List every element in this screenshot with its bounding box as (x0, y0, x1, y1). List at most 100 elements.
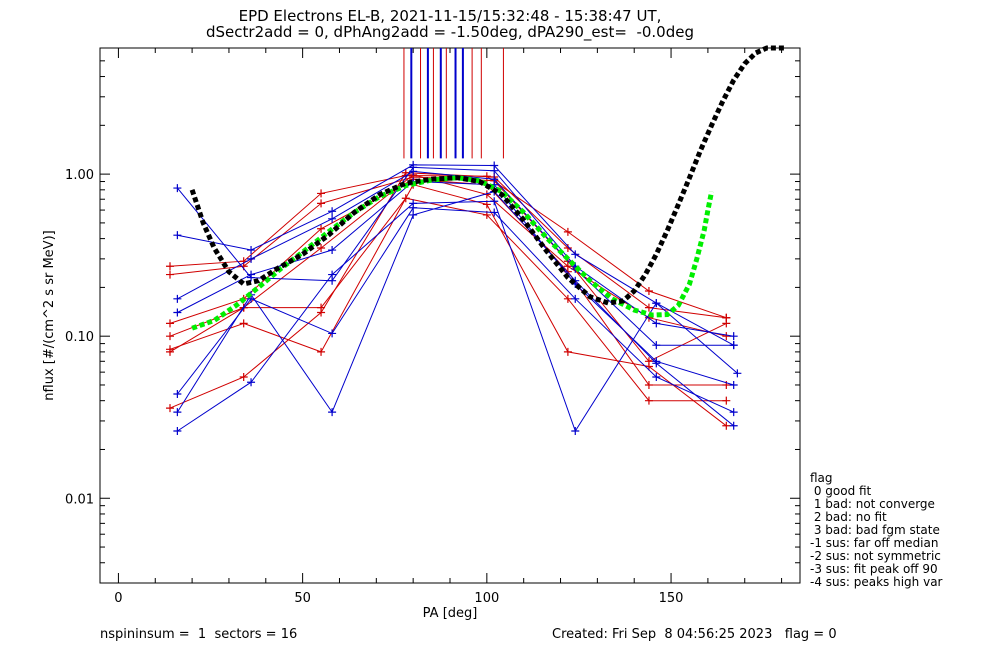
red-data-point (722, 396, 731, 405)
blue-data-point (729, 421, 738, 430)
red-data-point (722, 332, 731, 341)
blue-series-line (177, 200, 738, 433)
blue-series-line (177, 207, 734, 413)
blue-data-point (652, 319, 661, 328)
red-data-point (722, 421, 731, 430)
red-data-point (644, 362, 653, 371)
red-data-point (563, 262, 572, 271)
red-data-point (317, 244, 326, 253)
blue-data-point (328, 329, 337, 338)
legend-title: flag (810, 471, 833, 485)
blue-data-point (652, 359, 661, 368)
x-axis-label: PA [deg] (423, 606, 478, 621)
red-data-point (317, 224, 326, 233)
black-fit-curve (189, 45, 786, 306)
blue-data-point (173, 389, 182, 398)
legend-item: 3 bad: bad fgm state (810, 523, 940, 537)
red-series-line (169, 178, 727, 386)
blue-data-point (733, 369, 742, 378)
blue-data-point (328, 270, 337, 279)
blue-data-point (173, 184, 182, 193)
blue-data-point (652, 341, 661, 350)
blue-data-point (328, 408, 337, 417)
y-axis-label: nflux [#/(cm^2 s sr MeV)] (42, 230, 57, 400)
red-series-line (169, 174, 727, 319)
red-data-point (239, 319, 248, 328)
blue-data-point (173, 308, 182, 317)
red-data-point (644, 396, 653, 405)
blue-series-line (177, 164, 734, 346)
green-fit-curve (191, 175, 715, 331)
legend-item: -4 sus: peaks high var (810, 575, 943, 589)
blue-data-point (409, 199, 418, 208)
blue-data-point (490, 161, 499, 170)
blue-data-point (328, 246, 337, 255)
blue-data-point (247, 378, 256, 387)
blue-data-point (247, 246, 256, 255)
y-tick-label: 0.10 (65, 330, 94, 345)
blue-data-point (571, 294, 580, 303)
blue-data-point (173, 408, 182, 417)
legend-item: -3 sus: fit peak off 90 (810, 562, 938, 576)
red-series-line (169, 184, 727, 427)
legend-item: 1 bad: not converge (810, 497, 935, 511)
red-data-point (644, 287, 653, 296)
footer-sectors-info: nspininsum = 1 sectors = 16 (100, 627, 298, 642)
red-data-point (563, 227, 572, 236)
red-data-point (166, 332, 174, 341)
chart-title-line-2: dSectr2add = 0, dPhAng2add = -1.50deg, d… (206, 23, 694, 41)
blue-data-point (571, 427, 580, 436)
red-series-line (169, 197, 727, 402)
red-data-point (317, 347, 326, 356)
blue-data-point (729, 380, 738, 389)
legend-item: -2 sus: not symmetric (810, 549, 941, 563)
red-data-point (166, 347, 174, 356)
legend-item: 2 bad: no fit (810, 510, 887, 524)
red-data-point (239, 372, 248, 381)
blue-data-point (409, 167, 418, 176)
blue-data-point (328, 214, 337, 223)
red-data-point (317, 189, 326, 198)
red-series-line (169, 174, 727, 353)
red-data-point (722, 313, 731, 322)
red-data-point (563, 294, 572, 303)
red-data-point (166, 262, 174, 271)
blue-data-point (247, 254, 256, 263)
chart-title-line-1: EPD Electrons EL-B, 2021-11-15/15:32:48 … (238, 7, 662, 25)
plot-frame (99, 47, 801, 584)
y-tick-label: 0.01 (65, 492, 94, 507)
red-data-point (563, 347, 572, 356)
blue-data-point (173, 231, 182, 240)
red-data-point (166, 319, 174, 328)
blue-data-point (409, 210, 418, 219)
red-data-point (317, 199, 326, 208)
red-data-point (563, 244, 572, 253)
x-tick-label: 100 (474, 591, 499, 606)
blue-data-point (173, 427, 182, 436)
blue-data-point (173, 294, 182, 303)
flag-legend: flag 0 good fit 1 bad: not converge 2 ba… (810, 472, 942, 589)
blue-data-point (652, 372, 661, 381)
red-data-point (644, 303, 653, 312)
legend-item: -1 sus: far off median (810, 536, 939, 550)
footer-created-info: Created: Fri Sep 8 04:56:25 2023 flag = … (552, 627, 837, 642)
blue-data-point (490, 197, 499, 206)
blue-data-point (729, 341, 738, 350)
x-tick-label: 50 (294, 591, 311, 606)
red-data-point (317, 308, 326, 317)
x-tick-label: 0 (114, 591, 122, 606)
blue-data-point (729, 332, 738, 341)
blue-series-line (177, 180, 734, 386)
red-data-point (644, 380, 653, 389)
blue-data-point (490, 208, 499, 217)
y-tick-label: 1.00 (65, 168, 94, 183)
blue-data-point (247, 270, 256, 279)
legend-item: 0 good fit (810, 484, 872, 498)
blue-series-line (177, 170, 734, 346)
blue-data-point (571, 250, 580, 259)
blue-data-point (652, 299, 661, 308)
blue-data-point (729, 408, 738, 417)
red-data-point (166, 404, 174, 413)
x-tick-label: 150 (659, 591, 684, 606)
